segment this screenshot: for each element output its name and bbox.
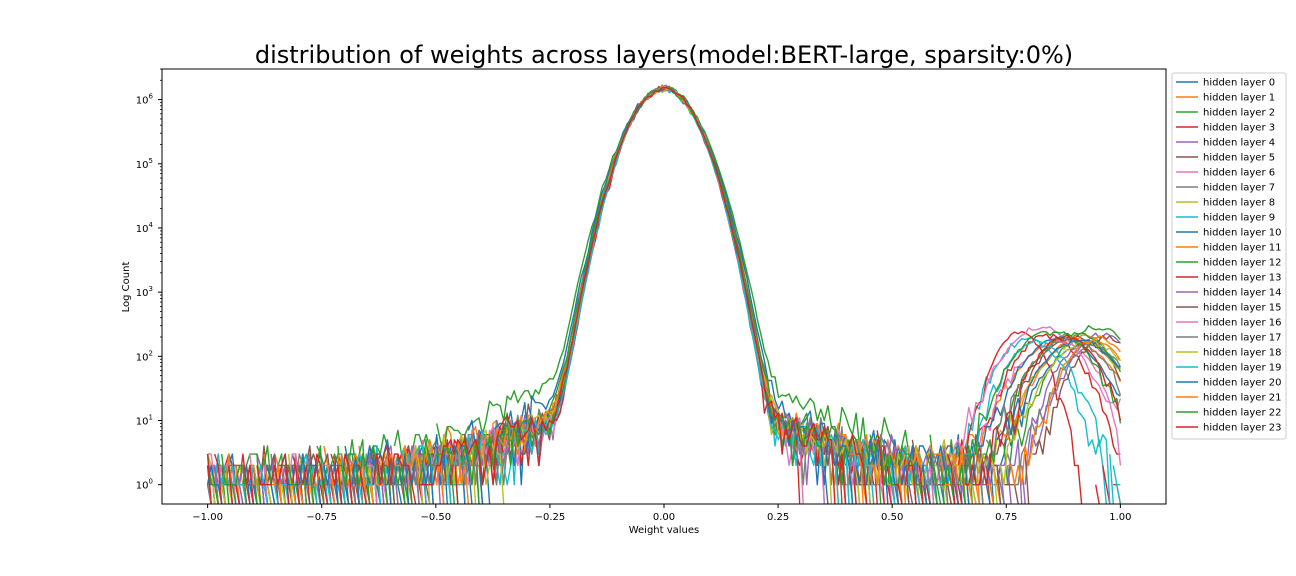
- y-axis-label: Log Count: [121, 262, 132, 313]
- legend-box: [1171, 72, 1287, 440]
- x-axis-label: Weight values: [629, 525, 700, 536]
- x-tick-label: 0.75: [995, 512, 1017, 523]
- y-tick-label: 100: [136, 478, 153, 492]
- legend-label: hidden layer 13: [1203, 273, 1281, 284]
- legend-label: hidden layer 17: [1203, 333, 1281, 344]
- legend-label: hidden layer 8: [1203, 198, 1275, 209]
- legend-label: hidden layer 23: [1203, 423, 1281, 434]
- legend-label: hidden layer 16: [1203, 318, 1281, 329]
- x-tick-label: 0.50: [881, 512, 903, 523]
- legend-label: hidden layer 1: [1203, 93, 1275, 104]
- y-tick-label: 104: [136, 221, 154, 235]
- y-tick-label: 106: [136, 93, 154, 107]
- x-tick-label: 0.00: [653, 512, 675, 523]
- legend-label: hidden layer 22: [1203, 408, 1281, 419]
- legend-label: hidden layer 6: [1203, 168, 1275, 179]
- legend-label: hidden layer 7: [1203, 183, 1275, 194]
- x-tick-label: −0.25: [535, 512, 566, 523]
- x-axis: −1.00 −0.75 −0.50 −0.25 0.00 0.25 0.50 0.75 1.00: [192, 504, 1131, 523]
- legend-label: hidden layer 20: [1203, 378, 1281, 389]
- x-tick-label: −0.75: [306, 512, 337, 523]
- y-tick-label: 105: [136, 157, 153, 171]
- legend-label: hidden layer 21: [1203, 393, 1281, 404]
- series-line: [206, 87, 1121, 505]
- series-line: [214, 87, 1122, 505]
- x-tick-label: −1.00: [192, 512, 223, 523]
- series-line: [221, 86, 1121, 505]
- legend-label: hidden layer 12: [1203, 258, 1281, 269]
- legend-label: hidden layer 14: [1203, 288, 1281, 299]
- plot-area: [206, 84, 1122, 505]
- x-tick-label: −0.50: [420, 512, 451, 523]
- y-tick-label: 103: [136, 285, 153, 299]
- series-line: [214, 87, 1122, 505]
- x-tick-label: 0.25: [767, 512, 789, 523]
- legend-label: hidden layer 11: [1203, 243, 1281, 254]
- x-tick-label: 1.00: [1109, 512, 1131, 523]
- legend-label: hidden layer 15: [1203, 303, 1281, 314]
- series-line: [206, 86, 1122, 505]
- legend-label: hidden layer 3: [1203, 123, 1275, 134]
- legend-label: hidden layer 5: [1203, 153, 1275, 164]
- legend-label: hidden layer 2: [1203, 108, 1275, 119]
- y-axis: 100 101 102 103 104 105 106: [136, 68, 162, 492]
- y-tick-label: 101: [136, 414, 153, 428]
- y-tick-label: 102: [136, 349, 153, 363]
- legend-label: hidden layer 10: [1203, 228, 1281, 239]
- legend: hidden layer 0 hidden layer 1 hidden layer…: [1171, 72, 1287, 440]
- legend-label: hidden layer 9: [1203, 213, 1275, 224]
- legend-label: hidden layer 19: [1203, 363, 1281, 374]
- legend-label: hidden layer 4: [1203, 138, 1275, 149]
- legend-label: hidden layer 0: [1203, 78, 1275, 89]
- chart-title: distribution of weights across layers(mo…: [255, 41, 1073, 69]
- legend-label: hidden layer 18: [1203, 348, 1281, 359]
